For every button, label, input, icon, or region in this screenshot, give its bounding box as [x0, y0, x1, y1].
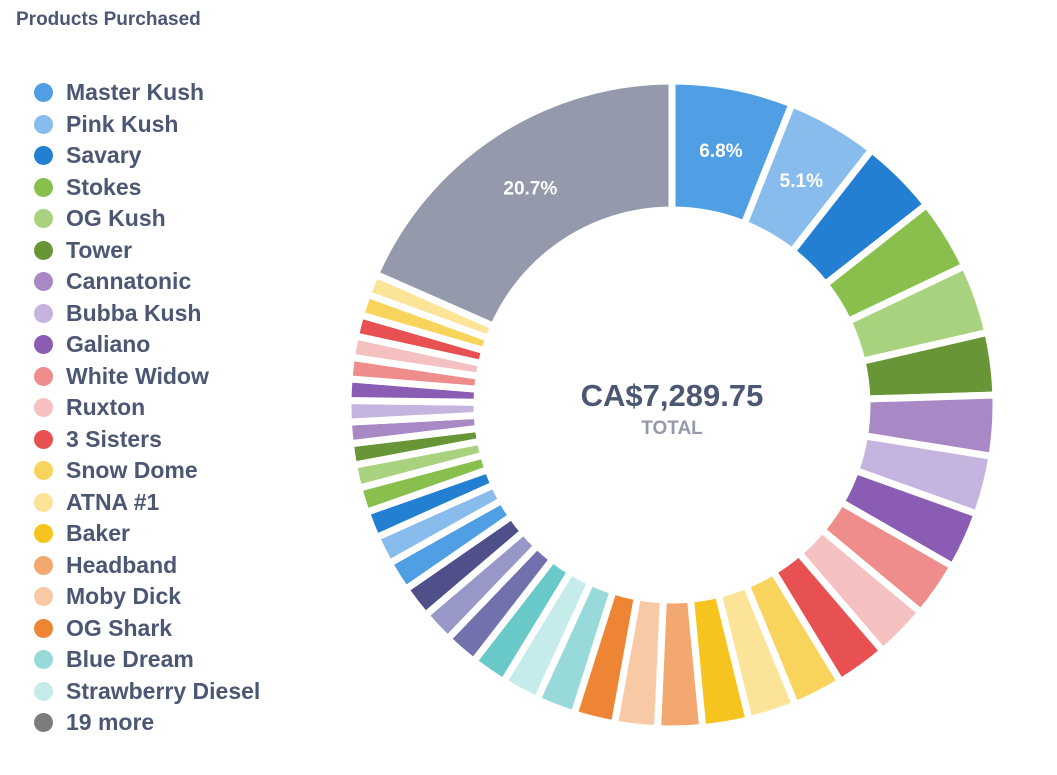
legend-item[interactable]: OG Shark	[34, 613, 260, 645]
legend-item[interactable]: Strawberry Diesel	[34, 676, 260, 708]
legend-color-dot	[34, 146, 53, 166]
legend-label: OG Shark	[66, 614, 173, 641]
legend-item[interactable]: Baker	[34, 518, 260, 550]
donut-center-caption: TOTAL	[641, 418, 703, 439]
legend-item[interactable]: Galiano	[34, 329, 260, 361]
legend-color-dot	[34, 681, 53, 701]
donut-slice[interactable]	[370, 77, 676, 331]
legend-item[interactable]: Moby Dick	[34, 581, 260, 613]
donut-slice-labels: 6.8% 5.1% 20.7%	[503, 141, 823, 199]
legend-color-dot	[34, 618, 53, 638]
legend-label: Blue Dream	[66, 646, 194, 673]
legend-item[interactable]: Snow Dome	[34, 455, 260, 487]
legend-color-dot	[34, 398, 53, 418]
donut-center-total: CA$7,289.75	[581, 378, 764, 413]
legend-color-dot	[34, 209, 53, 229]
legend-label: White Widow	[66, 362, 209, 389]
legend-color-dot	[34, 587, 53, 607]
legend-label: Cannatonic	[66, 268, 192, 295]
legend-label: OG Kush	[66, 205, 166, 232]
legend-item[interactable]: Bubba Kush	[34, 298, 260, 330]
legend-color-dot	[34, 272, 53, 292]
legend-item[interactable]: Blue Dream	[34, 644, 260, 676]
legend-label: Headband	[66, 551, 178, 578]
legend-color-dot	[34, 114, 53, 134]
donut-slice-label: 20.7%	[503, 179, 557, 200]
legend-color-dot	[34, 303, 53, 323]
legend-label: Ruxton	[66, 394, 146, 421]
legend-label: Strawberry Diesel	[66, 677, 261, 704]
donut-slice-label: 6.8%	[699, 141, 742, 162]
legend-item[interactable]: OG Kush	[34, 203, 260, 235]
legend-label: 3 Sisters	[66, 425, 162, 452]
legend-color-dot	[34, 366, 53, 386]
legend-item[interactable]: Pink Kush	[34, 109, 260, 141]
legend-item[interactable]: Tower	[34, 235, 260, 267]
chart-title: Products Purchased	[16, 9, 201, 30]
legend-label: 19 more	[66, 709, 155, 736]
legend-item[interactable]: Master Kush	[34, 77, 260, 109]
legend-item[interactable]: Ruxton	[34, 392, 260, 424]
donut-slices	[344, 77, 1000, 733]
legend-label: ATNA #1	[66, 488, 160, 515]
legend-label: Master Kush	[66, 79, 205, 106]
legend-color-dot	[34, 650, 53, 670]
legend-item[interactable]: Savary	[34, 140, 260, 172]
legend-label: Snow Dome	[66, 457, 198, 484]
legend-label: Bubba Kush	[66, 299, 202, 326]
legend-color-dot	[34, 177, 53, 197]
legend-label: Moby Dick	[66, 583, 182, 610]
legend-label: Galiano	[66, 331, 151, 358]
donut-slice-label: 5.1%	[780, 171, 823, 192]
legend-item[interactable]: 19 more	[34, 707, 260, 739]
chart-legend: Master Kush Pink Kush Savary Stokes OG Kush T…	[34, 77, 260, 739]
legend-color-dot	[34, 83, 53, 103]
legend-item[interactable]: White Widow	[34, 361, 260, 393]
legend-color-dot	[34, 524, 53, 544]
legend-item[interactable]: Cannatonic	[34, 266, 260, 298]
legend-item[interactable]: ATNA #1	[34, 487, 260, 519]
legend-label: Pink Kush	[66, 110, 179, 137]
legend-color-dot	[34, 335, 53, 355]
legend-label: Baker	[66, 520, 130, 547]
legend-item[interactable]: Headband	[34, 550, 260, 582]
legend-label: Savary	[66, 142, 142, 169]
legend-color-dot	[34, 240, 53, 260]
legend-color-dot	[34, 492, 53, 512]
legend-color-dot	[34, 555, 53, 575]
legend-label: Stokes	[66, 173, 142, 200]
legend-item[interactable]: Stokes	[34, 172, 260, 204]
legend-color-dot	[34, 713, 53, 733]
legend-color-dot	[34, 429, 53, 449]
legend-item[interactable]: 3 Sisters	[34, 424, 260, 456]
legend-label: Tower	[66, 236, 133, 263]
legend-color-dot	[34, 461, 53, 481]
